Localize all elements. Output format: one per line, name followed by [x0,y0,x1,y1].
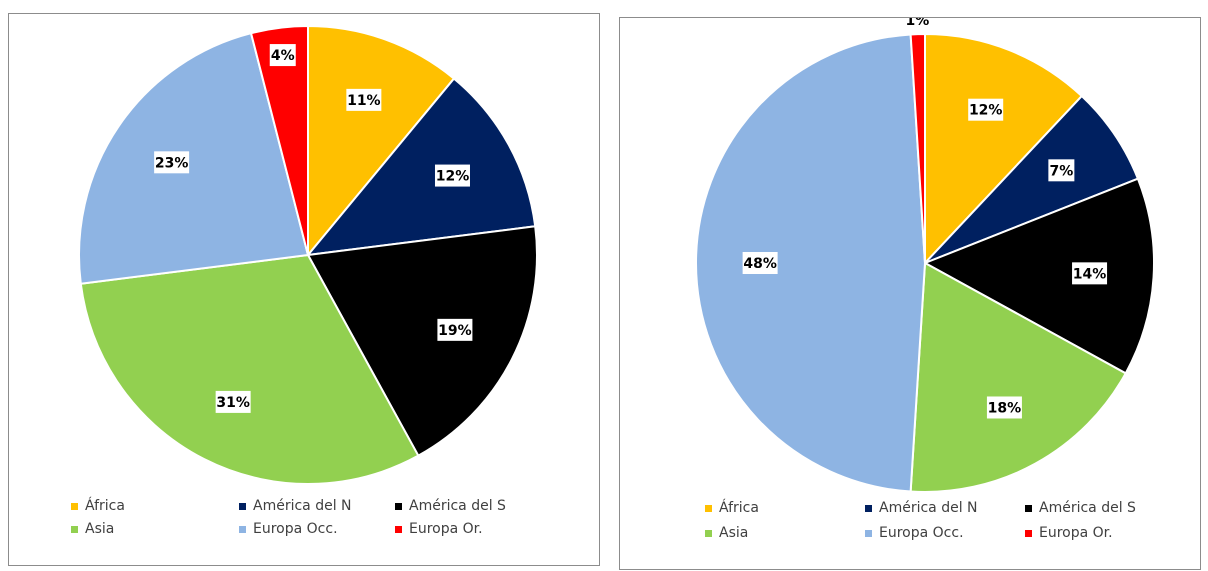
data-label-box [986,396,1022,419]
data-label-africa: 12% [968,98,1004,121]
data-label-europa-or: 1% [905,18,929,29]
legend-label-america-del-s: América del S [409,498,506,514]
pie-slice-europa-occ [695,33,927,493]
legend-label-asia: Asia [719,525,749,541]
legend-label-america-del-n: América del N [879,500,978,516]
data-label-europa-occ: 23% [154,151,190,174]
legend-item-africa: África [705,498,759,518]
data-label-box [1072,262,1108,285]
legend-item-asia: Asia [705,523,748,543]
data-label-america-del-n: 12% [434,164,470,187]
data-label-text: 4% [271,48,295,64]
pie-chart-left: 11% 12% 19% 31% 23% 4% África América del N A… [8,13,600,566]
data-label-box [269,44,296,67]
data-label-america-del-s: 19% [437,318,473,341]
data-label-text: 19% [438,323,472,339]
pie-slice-africa [924,32,1084,266]
data-label-box [434,164,470,187]
data-label-text: 31% [216,395,250,411]
legend-swatch-africa [71,502,78,510]
legend-label-europa-occ: Europa Occ. [879,525,964,541]
legend-label-europa-or: Europa Or. [409,521,483,537]
data-label-box [437,318,473,341]
legend-left: África América del N América del S Asia … [71,496,571,540]
data-label-text: 14% [1073,266,1107,282]
legend-item-america-del-s: América del S [1025,498,1136,518]
data-label-box [215,390,251,413]
legend-swatch-europa-or [395,525,402,533]
legend-swatch-europa-occ [865,529,872,537]
pie-slice-america-del-n [305,77,537,257]
data-label-text: 12% [436,169,470,185]
pie-slice-europa-occ [78,31,310,285]
pie-slice-europa-or [249,24,309,256]
legend-item-america-del-n: América del N [239,496,352,516]
pie-slice-africa [307,24,456,258]
data-label-text: 12% [969,103,1003,119]
pie-chart-right-plot: 12% 7% 14% 18% 48% 1% [695,18,1155,493]
data-label-box [968,98,1004,121]
legend-label-asia: Asia [85,521,115,537]
pie-chart-right: 12% 7% 14% 18% 48% 1% África América del N Am… [619,17,1201,570]
legend-swatch-europa-or [1025,529,1032,537]
legend-item-europa-or: Europa Or. [395,519,483,539]
data-label-europa-occ: 48% [742,252,778,274]
data-label-box [346,88,382,111]
legend-swatch-america-del-n [239,502,246,510]
legend-swatch-america-del-n [865,504,872,512]
legend-label-europa-or: Europa Or. [1039,525,1113,541]
legend-item-europa-or: Europa Or. [1025,523,1113,543]
legend-right: África América del N América del S Asia … [705,498,1205,542]
data-label-box [154,151,190,174]
data-label-text: 1% [905,18,929,29]
data-label-asia: 18% [986,396,1022,419]
legend-item-america-del-n: América del N [865,498,978,518]
legend-item-america-del-s: América del S [395,496,506,516]
legend-label-africa: África [85,498,125,514]
legend-item-africa: África [71,496,125,516]
data-label-text: 48% [743,256,777,272]
data-label-text: 11% [347,93,381,109]
legend-item-europa-occ: Europa Occ. [239,519,338,539]
pie-slice-europa-or [909,32,926,264]
pie-slice-asia [909,261,1128,493]
data-label-america-del-n: 7% [1048,159,1075,182]
pie-chart-left-plot: 11% 12% 19% 31% 23% 4% [78,24,538,485]
pie-slice-asia [79,253,420,485]
legend-swatch-asia [705,529,712,537]
data-label-text: 7% [1049,163,1073,179]
data-label-box [742,252,778,274]
legend-swatch-america-del-s [1025,504,1032,512]
legend-swatch-africa [705,504,712,512]
legend-swatch-europa-occ [239,525,246,533]
data-label-text: 23% [155,155,189,171]
legend-item-europa-occ: Europa Occ. [865,523,964,543]
data-label-europa-or: 4% [269,44,296,67]
data-label-text: 18% [988,400,1022,416]
legend-swatch-asia [71,525,78,533]
legend-label-europa-occ: Europa Occ. [253,521,338,537]
data-label-america-del-s: 14% [1072,262,1108,285]
legend-label-america-del-n: América del N [253,498,352,514]
data-label-box [1048,159,1075,182]
pie-slice-america-del-s [922,177,1155,375]
data-label-africa: 11% [346,88,382,111]
legend-label-africa: África [719,500,759,516]
pie-slice-america-del-s [306,225,538,458]
data-label-asia: 31% [215,390,251,413]
legend-item-asia: Asia [71,519,114,539]
legend-label-america-del-s: América del S [1039,500,1136,516]
legend-swatch-america-del-s [395,502,402,510]
